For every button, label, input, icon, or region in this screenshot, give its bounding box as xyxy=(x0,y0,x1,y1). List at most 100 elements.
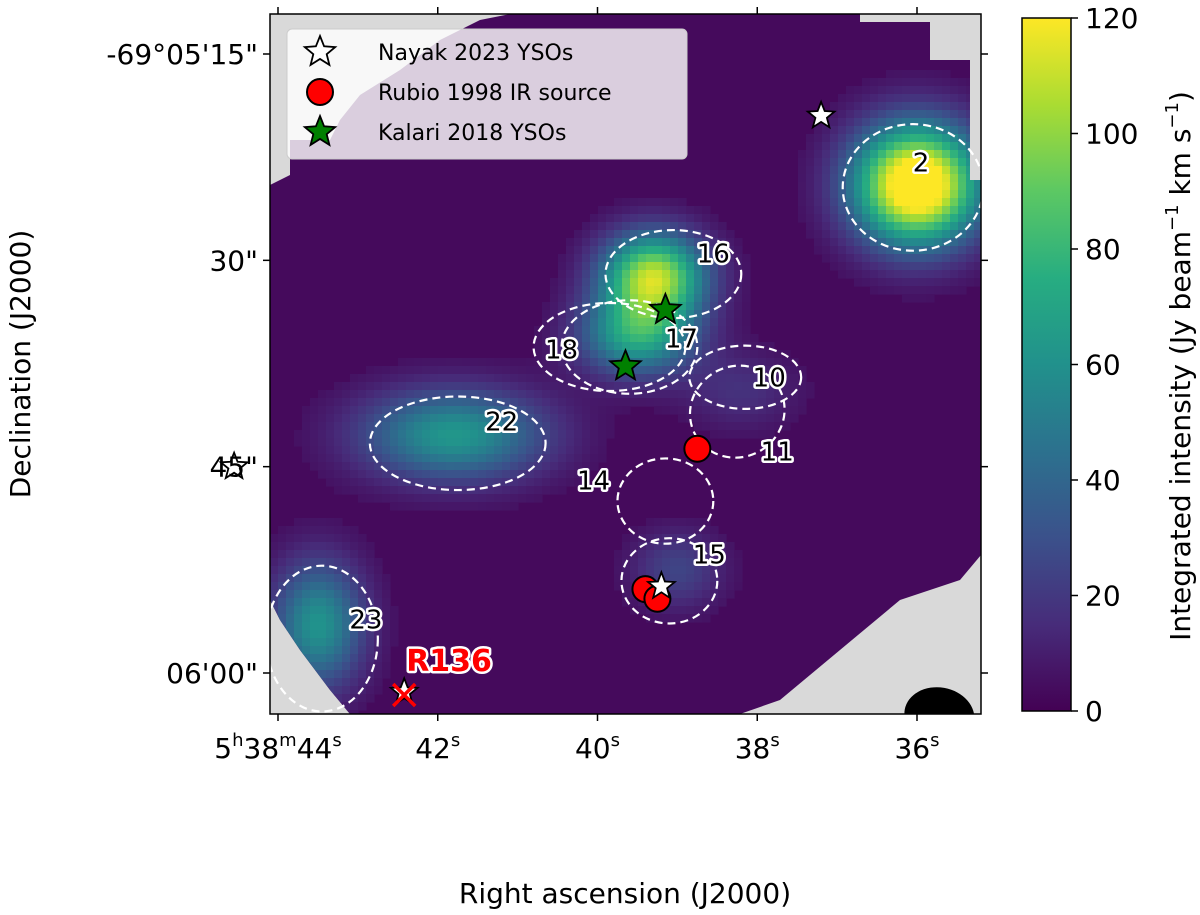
intensity-cell xyxy=(942,142,951,151)
intensity-cell xyxy=(662,518,671,527)
intensity-cell xyxy=(342,670,351,679)
intensity-cell xyxy=(838,246,847,255)
intensity-cell xyxy=(758,350,767,359)
intensity-cell xyxy=(710,222,719,231)
intensity-cell xyxy=(862,94,871,103)
intensity-cell xyxy=(326,558,335,567)
intensity-cell xyxy=(302,622,311,631)
intensity-cell xyxy=(694,334,703,343)
intensity-cell xyxy=(894,166,903,175)
intensity-cell xyxy=(814,142,823,151)
intensity-cell xyxy=(726,230,735,239)
intensity-cell xyxy=(486,454,495,463)
intensity-cell xyxy=(446,366,455,375)
intensity-cell xyxy=(382,382,391,391)
intensity-cell xyxy=(590,270,599,279)
intensity-cell xyxy=(414,422,423,431)
intensity-cell xyxy=(702,358,711,367)
intensity-cell xyxy=(502,366,511,375)
intensity-cell xyxy=(590,278,599,287)
intensity-cell xyxy=(342,446,351,455)
intensity-cell xyxy=(614,382,623,391)
intensity-cell xyxy=(566,478,575,487)
intensity-cell xyxy=(318,438,327,447)
clump-label-10: 10 xyxy=(753,363,786,393)
intensity-cell xyxy=(838,166,847,175)
intensity-cell xyxy=(926,222,935,231)
intensity-cell xyxy=(734,334,743,343)
intensity-cell xyxy=(814,222,823,231)
intensity-cell xyxy=(574,438,583,447)
intensity-cell xyxy=(350,606,359,615)
intensity-cell xyxy=(846,190,855,199)
intensity-cell xyxy=(486,398,495,407)
intensity-cell xyxy=(758,414,767,423)
intensity-cell xyxy=(566,438,575,447)
intensity-cell xyxy=(926,238,935,247)
intensity-cell xyxy=(382,414,391,423)
intensity-cell xyxy=(494,478,503,487)
intensity-cell xyxy=(670,566,679,575)
intensity-cell xyxy=(390,414,399,423)
intensity-cell xyxy=(718,334,727,343)
intensity-cell xyxy=(350,558,359,567)
intensity-cell xyxy=(630,350,639,359)
intensity-cell xyxy=(502,358,511,367)
intensity-cell xyxy=(534,390,543,399)
intensity-cell xyxy=(606,430,615,439)
intensity-cell xyxy=(374,606,383,615)
intensity-cell xyxy=(366,646,375,655)
intensity-cell xyxy=(742,278,751,287)
intensity-cell xyxy=(470,358,479,367)
intensity-cell xyxy=(630,382,639,391)
intensity-cell xyxy=(486,486,495,495)
intensity-cell xyxy=(710,406,719,415)
intensity-cell xyxy=(590,310,599,319)
intensity-cell xyxy=(726,270,735,279)
intensity-cell xyxy=(662,318,671,327)
intensity-cell xyxy=(862,166,871,175)
intensity-cell xyxy=(958,142,967,151)
intensity-cell xyxy=(478,430,487,439)
intensity-cell xyxy=(598,446,607,455)
intensity-cell xyxy=(430,438,439,447)
intensity-cell xyxy=(606,206,615,215)
intensity-cell xyxy=(422,438,431,447)
intensity-cell xyxy=(926,214,935,223)
intensity-cell xyxy=(326,422,335,431)
intensity-cell xyxy=(662,566,671,575)
intensity-cell xyxy=(670,350,679,359)
intensity-cell xyxy=(662,550,671,559)
intensity-cell xyxy=(598,342,607,351)
intensity-cell xyxy=(422,382,431,391)
intensity-cell xyxy=(302,430,311,439)
intensity-cell xyxy=(742,302,751,311)
intensity-cell xyxy=(486,478,495,487)
intensity-cell xyxy=(758,358,767,367)
intensity-cell xyxy=(430,422,439,431)
intensity-cell xyxy=(966,246,975,255)
intensity-cell xyxy=(478,366,487,375)
intensity-cell xyxy=(462,374,471,383)
intensity-cell xyxy=(574,366,583,375)
intensity-cell xyxy=(270,558,279,567)
x-tick-label: 40s xyxy=(575,730,620,765)
intensity-cell xyxy=(294,598,303,607)
intensity-cell xyxy=(398,422,407,431)
intensity-cell xyxy=(846,230,855,239)
intensity-cell xyxy=(702,310,711,319)
intensity-cell xyxy=(462,494,471,503)
intensity-cell xyxy=(566,430,575,439)
intensity-cell xyxy=(630,398,639,407)
intensity-cell xyxy=(446,486,455,495)
intensity-cell xyxy=(606,254,615,263)
intensity-cell xyxy=(302,542,311,551)
intensity-cell xyxy=(694,278,703,287)
intensity-cell xyxy=(630,318,639,327)
intensity-cell xyxy=(398,454,407,463)
intensity-cell xyxy=(918,206,927,215)
intensity-cell xyxy=(766,358,775,367)
intensity-cell xyxy=(878,206,887,215)
intensity-cell xyxy=(702,222,711,231)
